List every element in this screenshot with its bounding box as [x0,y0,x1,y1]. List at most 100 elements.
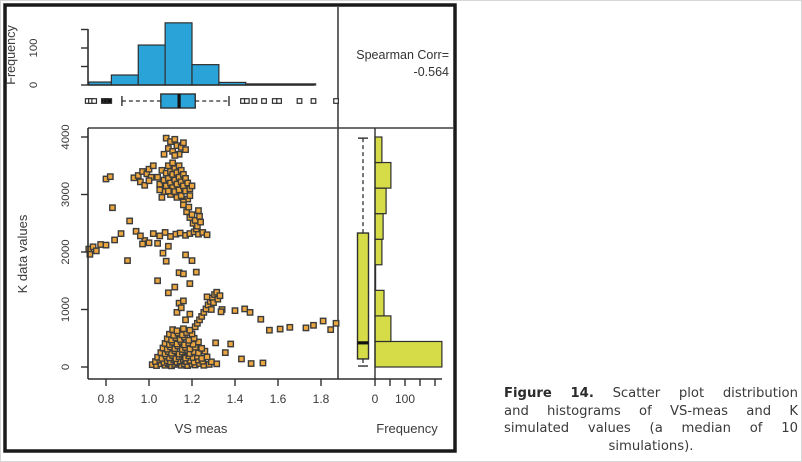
scatter-point [216,292,224,300]
scatter-point [332,319,340,327]
scatter-point [162,134,170,142]
scatter-point [192,268,200,276]
scatter-point [160,150,168,158]
scatter-point [210,299,217,306]
figure-border [3,3,457,453]
top-histogram: 0 100 Frequency [4,22,317,88]
caption-line: simulated values (a median of 10 [504,421,798,437]
scatter-point [231,307,239,315]
boxplot-outlier [106,98,113,104]
scatter-point [319,317,327,325]
scatter-point [213,360,221,368]
scatter-point [136,178,144,186]
scatter-point [149,230,157,237]
scatter-point [246,308,254,316]
right-histogram-xlabel: Frequency [376,421,438,436]
figure-background [1,1,461,459]
right-boxplot [356,137,370,367]
tick-label: 0 [372,392,379,406]
top-boxplot [84,93,339,109]
boxplot-outlier [261,98,267,104]
scatter-point [198,354,206,362]
scatter-point [182,251,189,259]
scatter-point [177,192,185,200]
scatter-point [134,172,142,179]
scatter-point [179,201,187,209]
scatter-point [159,249,167,257]
right-histogram-bar [374,289,385,317]
tick-label: 1.6 [270,392,287,406]
scatter-point [124,257,131,265]
boxplot-outlier [243,98,250,104]
scatter-point [217,308,225,316]
scatter-point [162,257,170,265]
right-histogram-bar [374,161,392,189]
scatter-point [109,204,116,212]
scatter-point [179,139,187,147]
scatter-point [156,232,164,240]
scatter-point [97,241,105,248]
top-histogram-ylabel: Frequency [4,25,18,85]
top-histogram-bar [137,44,166,86]
right-histogram-bar [374,213,384,240]
scatter-point [327,326,335,334]
scatter-xlabel: VS meas [175,421,228,436]
scatter-point [139,240,146,248]
boxplot-outlier [333,98,339,104]
scatter-point [154,173,161,181]
boxplot-outlier [310,98,317,104]
scatter-point [185,203,193,211]
scatter-point [182,316,189,324]
figure-caption: Figure 14. Scatter plot distribution and histo… [504,385,798,455]
scatter-point [203,231,211,239]
right-histogram-bar [374,315,392,343]
scatter-point [185,336,193,344]
scatter-point [203,353,211,361]
scatter-point [158,193,166,201]
boxplot-outlier [296,98,303,104]
scatter-point [188,182,196,190]
boxplot-outlier [91,98,98,104]
scatter-point [227,340,235,348]
tick-label: 0 [28,82,40,88]
scatter-point [141,181,149,189]
scatter-point [221,349,229,357]
scatter-point [173,308,181,316]
scatter-point [169,159,177,167]
scatter-point [167,233,174,240]
scatter-point [266,326,273,334]
caption-line: and histograms of VS-meas and K [504,403,798,419]
scatter-point [195,338,202,346]
tick-label: 1.2 [184,392,201,406]
scatter-point [188,257,196,265]
tick-label: 3000 [60,182,72,207]
scatter-point [132,227,140,235]
spearman-label: Spearman Corr= [356,48,449,62]
scatter-point [145,165,153,173]
scatter-point [179,325,187,333]
spearman-annotation: Spearman Corr= -0.564 [341,47,449,81]
scatter-point [154,277,161,285]
scatter-point [198,344,206,352]
scatter-point [179,297,187,305]
boxplot-outlier [276,98,282,104]
caption-line: Figure 14. Scatter plot distribution [504,386,798,401]
top-histogram-bar [110,74,139,86]
scatter-point [161,229,169,236]
scatter-point [117,230,125,237]
scatter-point [164,242,172,250]
scatter-point [164,187,172,195]
scatter-point [286,323,294,331]
figure-panel: 0 100 Frequency 0.8 1.0 1.2 1.4 1.6 1.8 0 1000 2000… [1,1,461,459]
scatter-ylabel: K data values [15,214,30,293]
scatter-point [186,192,194,200]
tick-label: 0.8 [98,392,115,406]
scatter-point [259,359,267,367]
tick-label: 1.8 [313,392,330,406]
scatter-point [207,358,215,366]
scatter-point [145,239,153,247]
right-histogram-bar [374,136,383,164]
scatter-point [145,177,153,185]
